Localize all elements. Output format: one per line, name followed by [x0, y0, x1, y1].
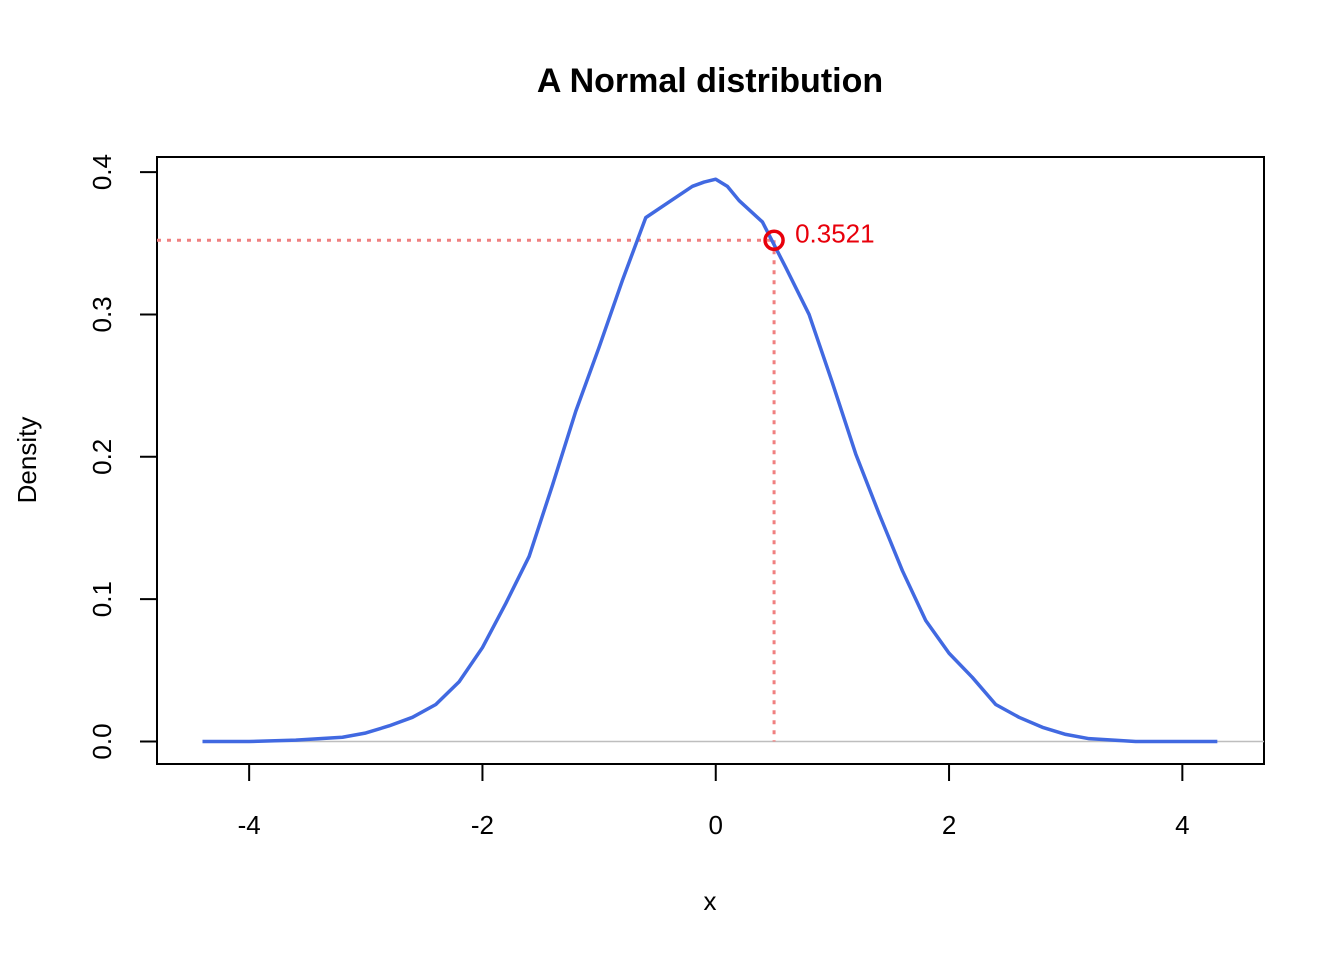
x-axis: -4 -2 0 2 4: [238, 763, 1190, 840]
density-curve: [202, 177, 1218, 744]
x-axis-title: x: [704, 886, 717, 916]
x-tick-label: 4: [1175, 810, 1189, 840]
y-axis: 0.0 0.1 0.2 0.3 0.4: [87, 154, 158, 760]
y-tick-label: 0.0: [87, 723, 117, 759]
y-axis-title: Density: [12, 417, 42, 504]
y-tick-label: 0.4: [87, 154, 117, 190]
plot-frame: [156, 156, 1265, 765]
highlight-value-label: 0.3521: [795, 218, 875, 248]
x-tick-label: 0: [709, 810, 723, 840]
highlight-point: [763, 229, 785, 252]
x-tick-label: -2: [471, 810, 494, 840]
x-tick-label: -4: [238, 810, 261, 840]
y-tick-label: 0.3: [87, 296, 117, 332]
y-tick-label: 0.1: [87, 581, 117, 617]
chart-title: A Normal distribution: [537, 62, 883, 100]
y-tick-label: 0.2: [87, 439, 117, 475]
x-tick-label: 2: [942, 810, 956, 840]
